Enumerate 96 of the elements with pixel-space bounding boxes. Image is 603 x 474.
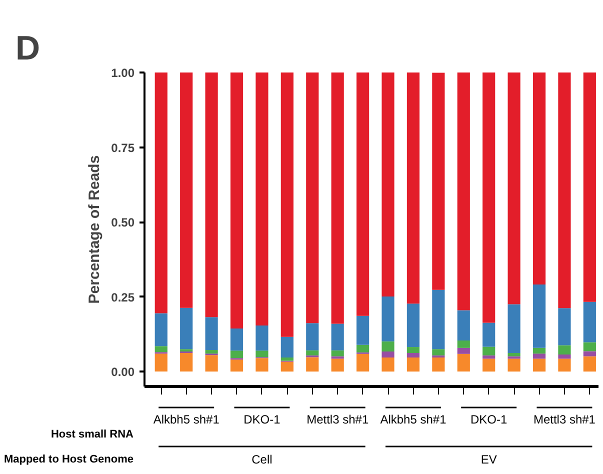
bar	[583, 72, 596, 302]
chart-title: D	[16, 30, 40, 68]
bar	[457, 348, 470, 354]
bar	[508, 353, 520, 356]
bar	[382, 296, 394, 342]
y-tick-label: 0.50	[111, 216, 135, 230]
bar	[482, 358, 496, 372]
bar	[306, 350, 319, 356]
bar	[256, 358, 268, 372]
bar	[532, 358, 546, 372]
bar	[205, 317, 218, 350]
bar	[406, 347, 420, 354]
bar	[583, 351, 596, 356]
bar	[508, 304, 520, 354]
bar	[457, 72, 470, 310]
bar	[256, 350, 268, 358]
bar	[306, 357, 319, 372]
bar	[482, 346, 496, 356]
bar	[457, 310, 470, 340]
bar	[583, 356, 596, 372]
bar	[280, 336, 294, 358]
bar	[457, 354, 470, 372]
text: Alkbh5 sh#1	[153, 412, 220, 426]
bar	[558, 358, 571, 372]
bar	[482, 322, 496, 347]
bar	[331, 350, 344, 356]
bar	[306, 72, 319, 324]
bar	[482, 72, 496, 323]
bar	[406, 353, 420, 358]
bar	[382, 341, 394, 352]
bar	[532, 348, 546, 354]
bar	[406, 304, 420, 348]
text: Alkbh5 sh#1	[380, 412, 447, 426]
bar	[154, 313, 168, 346]
bar	[230, 360, 244, 372]
bar	[382, 357, 394, 372]
bar	[583, 302, 596, 342]
y-tick-label: 0.00	[111, 365, 135, 380]
bar	[432, 349, 445, 356]
bar	[180, 308, 193, 350]
bar	[558, 354, 571, 359]
bar	[356, 344, 370, 352]
bar	[180, 353, 193, 372]
bar	[154, 354, 168, 372]
bar	[532, 284, 546, 348]
bar	[432, 357, 445, 372]
bar	[457, 340, 470, 348]
bar	[382, 352, 394, 358]
bar	[205, 72, 218, 318]
bar	[532, 72, 546, 285]
text: Cell	[252, 452, 272, 466]
bar	[532, 354, 546, 359]
bar	[180, 72, 193, 308]
bar	[180, 349, 193, 352]
bar	[382, 72, 394, 296]
bar	[205, 355, 218, 372]
text: DKO-1	[244, 412, 281, 426]
bar	[406, 357, 420, 372]
bar	[154, 72, 168, 314]
bar	[154, 346, 168, 352]
bar	[432, 290, 445, 350]
bar	[280, 72, 294, 337]
text: Mettl3 sh#1	[533, 412, 596, 426]
bar	[508, 72, 520, 304]
bar	[280, 362, 294, 372]
bar	[230, 328, 244, 351]
bar	[558, 308, 571, 346]
bar	[331, 358, 344, 372]
y-tick-label: 1.00	[111, 66, 135, 80]
bar	[256, 325, 268, 351]
text: Mapped to Host Genome	[4, 454, 134, 466]
text: Host small RNA	[50, 428, 134, 440]
bar	[558, 72, 571, 308]
bar	[230, 72, 244, 328]
bar	[230, 350, 244, 358]
bar	[306, 323, 319, 350]
text: EV	[480, 452, 497, 466]
bar	[256, 72, 268, 326]
y-axis-title: Percentage of Reads	[86, 155, 104, 304]
bar	[558, 345, 571, 354]
text: DKO-1	[470, 412, 508, 426]
bar	[356, 316, 370, 345]
bar	[508, 358, 520, 372]
bar	[406, 72, 420, 304]
bar	[356, 72, 370, 316]
y-tick-label: 0.25	[111, 290, 135, 304]
bar	[356, 354, 370, 372]
bar	[482, 355, 496, 359]
bar	[331, 72, 344, 324]
y-tick-label: 0.75	[111, 140, 135, 155]
text: Mettl3 sh#1	[306, 412, 369, 426]
bar	[205, 350, 218, 354]
bar	[432, 72, 445, 290]
bar	[331, 324, 344, 350]
bar	[583, 342, 596, 352]
bar	[280, 357, 294, 361]
